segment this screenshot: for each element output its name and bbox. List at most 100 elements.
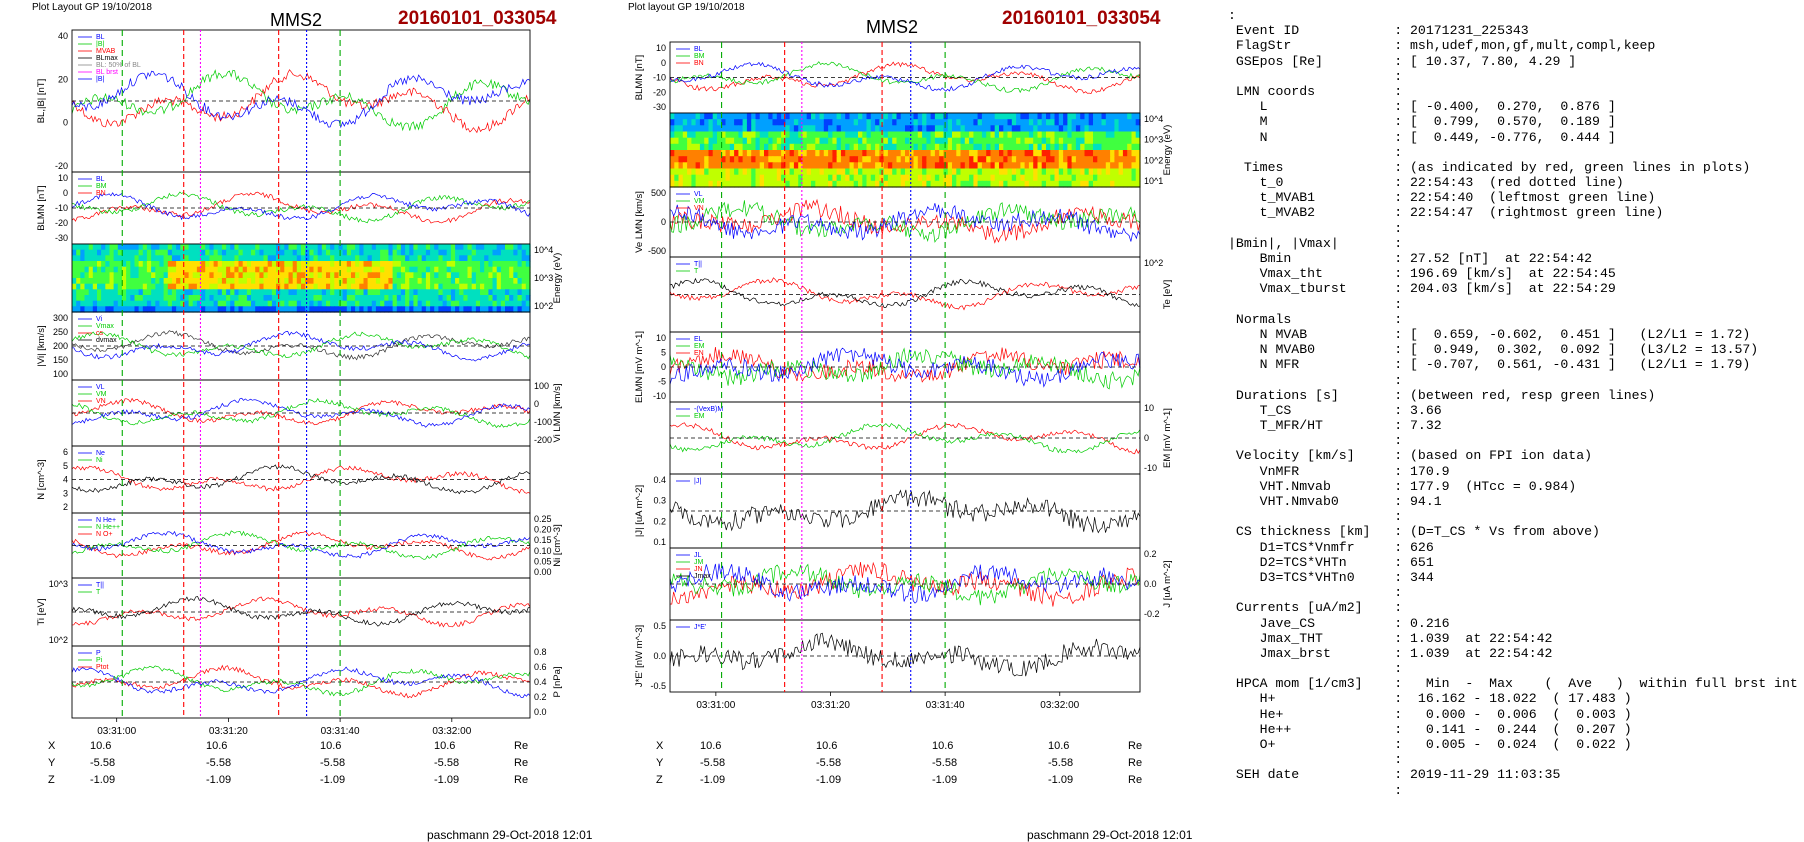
series-vilmn-0 — [71, 397, 531, 426]
series-bl-2 — [71, 70, 531, 129]
series-comp-1 — [71, 530, 531, 560]
coord-axis-label: Z — [656, 774, 663, 786]
ytick-jlmn: 0.0 — [1144, 579, 1157, 589]
summary-line: t_MVAB1 : 22:54:40 (leftmost green line) — [1228, 190, 1656, 206]
legend-bl: |B| — [96, 41, 104, 48]
ytick-blmn: -10 — [55, 203, 68, 213]
summary-line: N MVAB : [ 0.659, -0.602, 0.451 ] (L2/L1… — [1228, 326, 1751, 342]
summary-line: : — [1228, 661, 1403, 677]
panel-frame-n — [71, 445, 531, 514]
ylabel-p: P [nPa] — [552, 667, 563, 698]
panel-frame-comp — [71, 512, 531, 579]
series-bl-0 — [71, 69, 531, 134]
summary-line: : — [1228, 752, 1403, 768]
panel-frame-bl — [71, 29, 531, 173]
coord-value: -1.09 — [434, 774, 460, 786]
ytick-vi: 100 — [53, 369, 68, 379]
ylabel-vilmn: Vi LMN [km/s] — [552, 384, 563, 443]
right-layout-label: Plot layout GP 19/10/2018 — [628, 2, 745, 13]
series-em-0 — [669, 422, 1141, 455]
coord-unit: Re — [514, 774, 529, 786]
summary-line: : — [1228, 509, 1403, 525]
ytick-jlmn: 0.2 — [1144, 549, 1157, 559]
ytick-blmn: 10 — [58, 173, 68, 183]
right-event-date: 20160101_033054 — [1002, 8, 1161, 29]
legend-n: Ne — [96, 450, 105, 457]
ytick-bl: 0 — [63, 118, 68, 128]
panel-ti: 10^3 10^2Ti [eV] T||T — [36, 577, 531, 647]
ylabel-te: Te [eV] — [1162, 280, 1173, 310]
xtick-label: 03:32:00 — [432, 726, 471, 737]
legend-vi: Vi — [96, 316, 103, 323]
ytick-blmn: 0 — [63, 188, 68, 198]
coord-value: 10.6 — [932, 740, 954, 752]
ytick-jmag: 0.1 — [653, 537, 666, 547]
summary-line: O+ : 0.005 - 0.024 ( 0.022 ) — [1228, 737, 1632, 752]
ytick-vilmn: 0 — [534, 399, 539, 409]
summary-line: t_MVAB2 : 22:54:47 (rightmost green line… — [1228, 205, 1664, 221]
ytick-ele_spec: 10^2 — [1144, 155, 1163, 165]
series-blmn-1 — [71, 191, 531, 224]
legend-bl: BL: 50% of BL — [96, 62, 141, 69]
series-comp-2 — [71, 530, 531, 559]
legend-velmn: VM — [694, 198, 705, 205]
legend-blmn: BN — [694, 60, 704, 67]
series-n-1 — [71, 464, 531, 495]
ylabel-blmn: BLMN [nT] — [36, 185, 47, 230]
summary-line: VHT.Nmvab0 : 94.1 — [1228, 494, 1442, 509]
ytick-je: 0.5 — [653, 621, 666, 631]
ylabel-ion_spec: Energy (eV) — [552, 253, 563, 304]
ytick-n: 6 — [63, 447, 68, 457]
summary-line: : — [1228, 433, 1403, 449]
coord-unit: Re — [1128, 774, 1143, 786]
summary-line: Durations [s] : (between red, resp green… — [1228, 387, 1656, 403]
panel-frame-je — [669, 619, 1141, 693]
spectrogram-ele_spec — [670, 113, 1141, 188]
summary-line: He++ : 0.141 - 0.244 ( 0.207 ) — [1228, 721, 1632, 737]
summary-line: Event ID : 20171231_225343 — [1228, 23, 1529, 39]
ytick-p: 0.4 — [534, 677, 547, 687]
legend-bl: MVAB — [96, 48, 116, 55]
xtick-label: 03:31:40 — [926, 700, 965, 711]
left-position-table: X 10.6 10.6 10.6 10.6 Re Y -5.58 -5.58 -5.58 -5.58… — [0, 740, 620, 800]
summary-line: : — [1228, 8, 1236, 23]
panel-jmag: 0.4 0.3 0.2 0.1 |J| [uA m^-2] |J| — [634, 473, 1141, 549]
coord-value: 10.6 — [206, 740, 228, 752]
legend-comp: N O+ — [96, 531, 113, 538]
left-footer: paschmann 29-Oct-2018 12:01 — [427, 828, 593, 842]
coord-value: -1.09 — [320, 774, 346, 786]
ylabel-bl: BL,|B| [nT] — [36, 79, 47, 124]
panel-te: 10^2 Te [eV] T||T — [669, 256, 1173, 333]
ytick-ti: 10^3 — [49, 579, 68, 589]
legend-vi: dvmax — [96, 337, 117, 344]
series-vilmn-2 — [71, 397, 531, 428]
ytick-blmn: -20 — [55, 218, 68, 228]
summary-line: Vmax_tburst : 204.03 [km/s] at 22:54:29 — [1228, 281, 1616, 297]
summary-line: L : [ -0.400, 0.270, 0.876 ] — [1228, 99, 1616, 115]
ylabel-comp: Ni [cm^-3] — [552, 524, 563, 566]
legend-velmn: VL — [694, 191, 703, 198]
ytick-jmag: 0.3 — [653, 496, 666, 506]
series-vilmn-1 — [71, 397, 531, 429]
legend-p: P — [96, 650, 101, 657]
coord-value: -1.09 — [816, 774, 842, 786]
xtick-label: 03:31:40 — [321, 726, 360, 737]
summary-line: LMN coords : — [1228, 83, 1403, 99]
summary-line: GSEpos [Re] : [ 10.37, 7.80, 4.29 ] — [1228, 53, 1577, 69]
ytick-vi: 250 — [53, 327, 68, 337]
legend-te: T|| — [694, 261, 702, 268]
summary-line: Jmax_brst : 1.039 at 22:54:42 — [1228, 645, 1553, 661]
ytick-vilmn: -100 — [534, 417, 552, 427]
ytick-n: 2 — [63, 502, 68, 512]
ylabel-je: J*E' [nW m^-3] — [634, 625, 645, 687]
panel-je: 0.5 0.0 -0.5 J*E' [nW m^-3] J*E' — [634, 619, 1141, 693]
ytick-bl: 40 — [58, 31, 68, 41]
summary-line: N MVAB0 : [ 0.949, 0.302, 0.092 ] (L3/L2… — [1228, 342, 1759, 358]
coord-value: 10.6 — [816, 740, 838, 752]
ytick-elmn: -10 — [653, 391, 666, 401]
